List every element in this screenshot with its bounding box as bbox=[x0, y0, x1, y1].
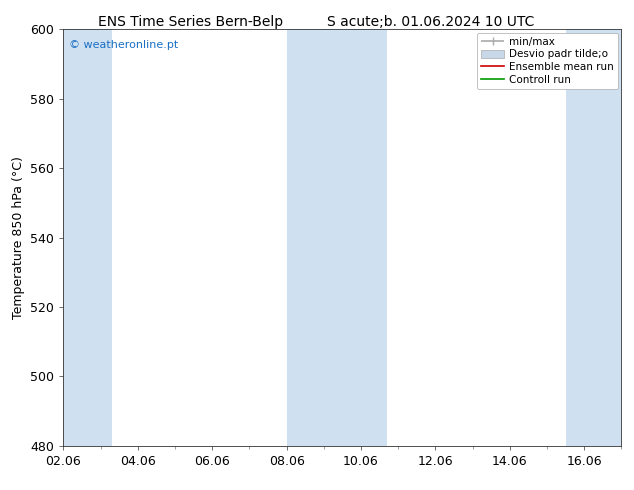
Bar bbox=[566, 29, 621, 446]
Bar bbox=[63, 29, 112, 446]
Y-axis label: Temperature 850 hPa (°C): Temperature 850 hPa (°C) bbox=[12, 156, 25, 319]
Text: © weatheronline.pt: © weatheronline.pt bbox=[69, 40, 178, 50]
Legend: min/max, Desvio padr tilde;o, Ensemble mean run, Controll run: min/max, Desvio padr tilde;o, Ensemble m… bbox=[477, 32, 618, 89]
Bar bbox=[287, 29, 387, 446]
Text: S acute;b. 01.06.2024 10 UTC: S acute;b. 01.06.2024 10 UTC bbox=[327, 15, 535, 29]
Text: ENS Time Series Bern-Belp: ENS Time Series Bern-Belp bbox=[98, 15, 283, 29]
